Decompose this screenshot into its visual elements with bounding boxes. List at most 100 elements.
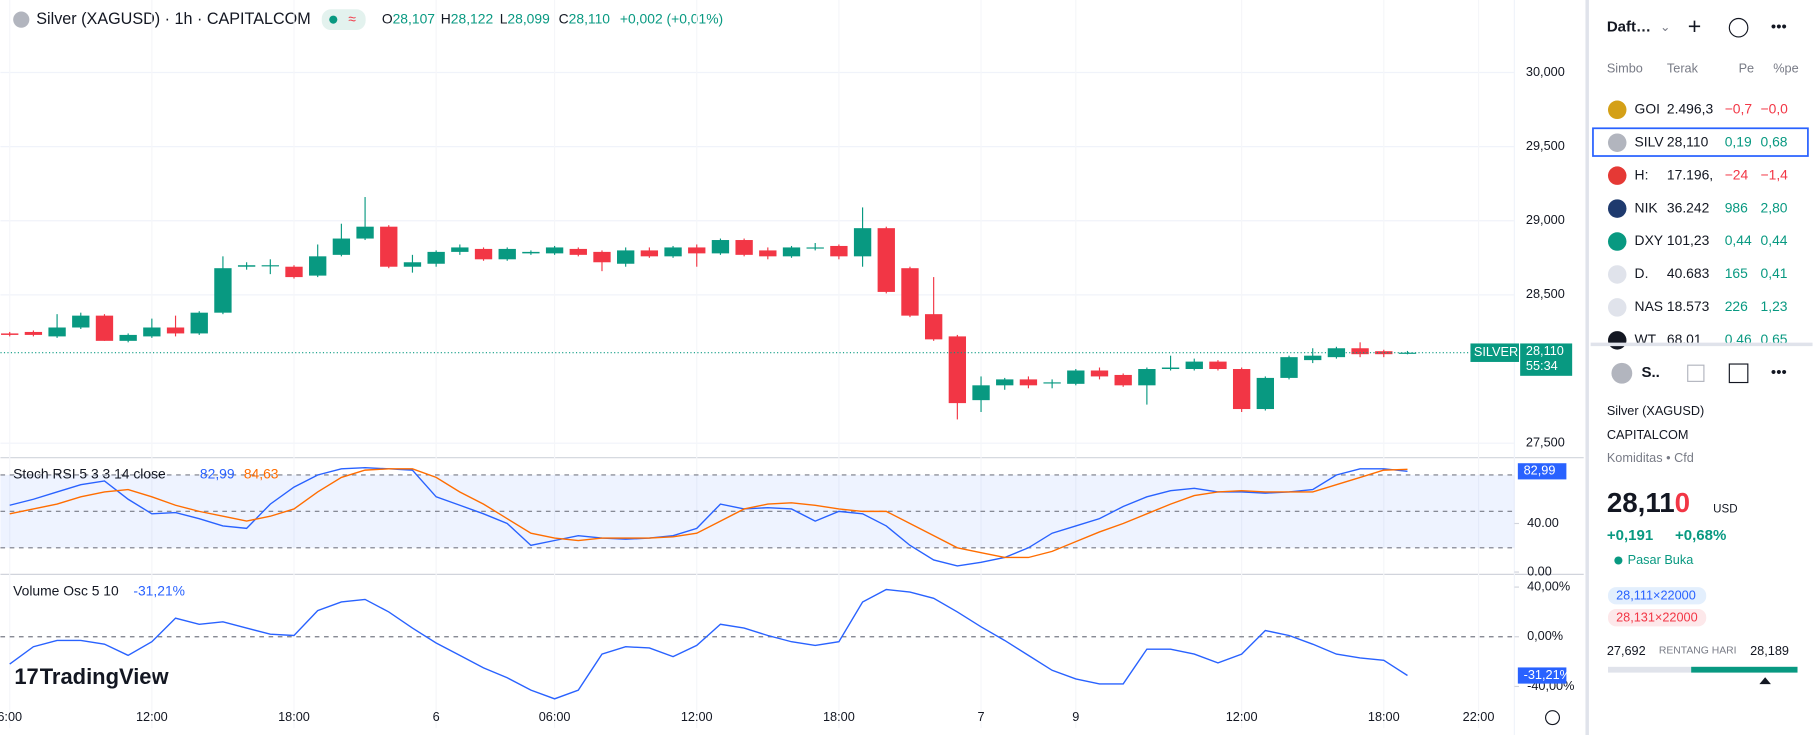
candle-body xyxy=(522,251,540,254)
status-dot xyxy=(1614,556,1623,565)
watchlist-cell: 226 xyxy=(1725,298,1748,314)
currency: USD xyxy=(1713,504,1737,516)
candle-body xyxy=(759,250,777,257)
watchlist-cell[interactable]: NIK xyxy=(1635,199,1659,215)
candle-body xyxy=(1280,357,1298,378)
edit-icon[interactable] xyxy=(1728,363,1749,384)
candle-body xyxy=(1043,382,1061,384)
watchlist-cell: 2.496,3 xyxy=(1667,100,1714,116)
watchlist-cell[interactable]: SILV xyxy=(1635,133,1665,149)
logo-mark: 17 xyxy=(14,664,38,689)
candle-body xyxy=(1138,369,1156,386)
column-header[interactable]: Simbo xyxy=(1607,61,1643,76)
watchlist-cell: 101,23 xyxy=(1667,232,1710,248)
status-icon: ≈ xyxy=(348,10,356,26)
value-box xyxy=(1517,667,1567,684)
watchlist-cell[interactable]: D. xyxy=(1635,265,1649,281)
candle-body xyxy=(214,268,232,313)
watchlist-cell: 0,44 xyxy=(1725,232,1752,248)
candle-body xyxy=(166,327,185,334)
candle-body xyxy=(309,256,327,276)
column-header[interactable]: Pe xyxy=(1739,61,1755,76)
candle-body xyxy=(498,248,516,260)
day-high: 28,189 xyxy=(1750,643,1789,658)
ohlc-value: 28,107 xyxy=(393,10,436,26)
y-tick-label: 29,500 xyxy=(1526,138,1565,153)
watchlist-cell: 17.196, xyxy=(1667,166,1713,182)
symbol-icon xyxy=(1607,166,1627,185)
column-header[interactable]: %pe xyxy=(1773,61,1798,76)
candle-body xyxy=(617,250,635,264)
ohlc-value: 28,110 xyxy=(569,10,611,26)
candle-body xyxy=(403,262,422,267)
candle-body xyxy=(1304,355,1322,361)
candle-body xyxy=(640,250,659,257)
chart-icon[interactable] xyxy=(1728,17,1749,38)
indicator-value: 84,63 xyxy=(244,466,279,482)
last-price-name: SILVER xyxy=(1474,344,1518,359)
symbol-icon xyxy=(1607,133,1627,152)
watchlist-cell: 165 xyxy=(1725,265,1748,281)
selected-row xyxy=(1592,127,1809,157)
x-tick-label: 12:00 xyxy=(681,709,713,724)
ohlc-label: O xyxy=(382,10,393,26)
watchlist-cell: 40.683 xyxy=(1667,265,1710,281)
ohlc-value: 28,099 xyxy=(507,10,550,26)
candle-body xyxy=(237,265,256,267)
details-name[interactable]: Silver (XAGUSD) xyxy=(1607,403,1704,418)
more-icon[interactable]: ••• xyxy=(1771,364,1787,381)
candle-body xyxy=(569,248,587,255)
indicator-line xyxy=(9,468,1408,559)
watchlist-cell[interactable]: DXY xyxy=(1635,232,1664,248)
watchlist-cell: −0,0 xyxy=(1761,100,1789,116)
watchlist-cell: 2,80 xyxy=(1761,199,1788,215)
details-title[interactable]: S.. xyxy=(1642,364,1660,381)
ohlc-item: L28,099 xyxy=(500,10,550,26)
details-price: 28,110 xyxy=(1607,487,1690,518)
countdown: 55:34 xyxy=(1526,358,1558,373)
ask-badge xyxy=(1607,609,1707,627)
candle-body xyxy=(711,240,730,254)
add-icon[interactable]: + xyxy=(1688,13,1702,39)
ohlc-item: O28,107 xyxy=(382,10,435,26)
ohlc-label: H xyxy=(441,10,451,26)
symbol-icon xyxy=(1607,232,1627,251)
ohlc-label: L xyxy=(500,10,508,26)
ohlc-item: C28,110 xyxy=(559,10,611,26)
candle-body xyxy=(972,385,990,401)
symbol-title[interactable]: Silver (XAGUSD) · 1h · CAPITALCOM xyxy=(36,10,310,28)
candle-body xyxy=(72,315,90,328)
price-main: 28,11 xyxy=(1607,487,1675,518)
ask: 28,131×22000 xyxy=(1616,610,1698,625)
candle-body xyxy=(735,240,753,255)
indicator-value: -31,21% xyxy=(133,582,185,598)
candle-body xyxy=(285,266,303,278)
y-tick-label: 30,000 xyxy=(1526,64,1565,79)
dropdown-icon[interactable]: ⌄ xyxy=(1660,19,1671,34)
symbol-icon xyxy=(13,11,30,28)
candle-body xyxy=(1232,369,1251,410)
range-fill xyxy=(1691,666,1798,673)
last-price-name-box xyxy=(1470,343,1519,362)
watchlist-cell[interactable]: GOI xyxy=(1635,100,1660,116)
watchlist-title[interactable]: Daft… xyxy=(1607,19,1651,36)
status-badge[interactable] xyxy=(321,9,366,31)
watchlist-cell[interactable]: NAS xyxy=(1635,298,1664,314)
watchlist-cell: 28,110 xyxy=(1667,133,1709,149)
more-icon[interactable]: ••• xyxy=(1771,19,1787,36)
market-status: Pasar Buka xyxy=(1628,552,1695,567)
range-label: RENTANG HARI xyxy=(1659,645,1737,656)
details-change-pct: +0,68% xyxy=(1675,527,1726,544)
column-header[interactable]: Terak xyxy=(1667,61,1699,76)
x-tick-label: 22:00 xyxy=(1463,709,1495,724)
watchlist-cell: 18.573 xyxy=(1667,298,1710,314)
watchlist-cell: 0,19 xyxy=(1725,133,1752,149)
last-price: 28,110 xyxy=(1526,343,1564,358)
settings-icon[interactable] xyxy=(1545,710,1561,726)
layout-icon[interactable] xyxy=(1687,364,1705,382)
watchlist-cell[interactable]: H: xyxy=(1635,166,1649,182)
indicator-title: Volume Osc 5 10 xyxy=(13,582,119,598)
watchlist-cell: −24 xyxy=(1725,166,1749,182)
details-icon xyxy=(1611,362,1633,384)
